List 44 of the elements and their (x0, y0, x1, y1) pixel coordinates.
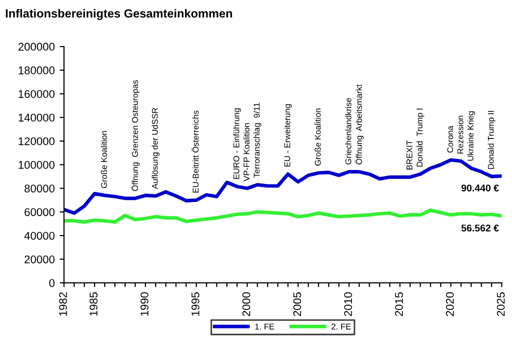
annotation: EU-Beitritt Österreichs (192, 110, 199, 192)
line-series (64, 208, 502, 224)
x-tick-label: 2005 (293, 292, 302, 316)
legend-label: 2. FE (332, 324, 351, 330)
annotation: Große Koalition (100, 131, 107, 188)
y-tick-label: 140000 (18, 114, 55, 122)
y-tick-label: 40000 (24, 232, 55, 240)
annotation: Große Koalition (314, 108, 321, 166)
annotation: Donald Trump I (416, 108, 424, 167)
annotation: Rezession (457, 116, 464, 154)
annotation: Auflösung der UdSSR (152, 108, 160, 190)
y-tick-label: 60000 (24, 208, 55, 216)
x-tick-label: 1985 (90, 292, 98, 316)
y-tick-label: 160000 (18, 90, 55, 98)
annotation: 90.440 € (461, 184, 499, 192)
y-tick-label: 100000 (18, 160, 55, 169)
y-tick-label: 180000 (18, 66, 55, 74)
legend-label: 1. FE (255, 324, 274, 330)
y-tick-label: 200000 (18, 42, 55, 51)
y-tick-label: 120000 (18, 137, 55, 146)
x-tick-label: 2025 (496, 292, 505, 316)
x-tick-label: 1995 (191, 292, 200, 316)
annotation: EU - Erweiterung (284, 104, 292, 167)
annotation: Terroranschlag 9/11 (254, 102, 262, 178)
x-tick-label: 2015 (395, 292, 403, 316)
x-tick-label: 2000 (242, 292, 250, 316)
annotation: Öffnung Arbeitsmarkt (354, 84, 364, 164)
x-tick-label: 2010 (344, 292, 352, 316)
annotation: EURO - Einführung (233, 108, 241, 179)
chart-title: Inflationsbereinigtes Gesamteinkommen (6, 8, 232, 20)
y-tick-label: 80000 (24, 184, 55, 192)
annotation: Griechenlandkrise (345, 98, 352, 164)
annotation: 56.562 € (461, 224, 499, 232)
x-tick-label: 1990 (140, 292, 148, 316)
annotation: Ukraine Krieg (467, 111, 476, 161)
annotation: Öffnung Grenzen Osteuropas (130, 80, 140, 192)
annotation: Donald Trump II (488, 111, 496, 169)
y-tick-label: 0 (49, 279, 55, 287)
x-tick-label: 1982 (59, 292, 67, 316)
x-tick-label: 2020 (446, 292, 454, 316)
annotation: VP-FP Koalition (243, 123, 250, 182)
y-tick-label: 20000 (24, 255, 55, 264)
annotation: Corona (447, 126, 454, 153)
annotation: BREXIT (406, 140, 412, 170)
